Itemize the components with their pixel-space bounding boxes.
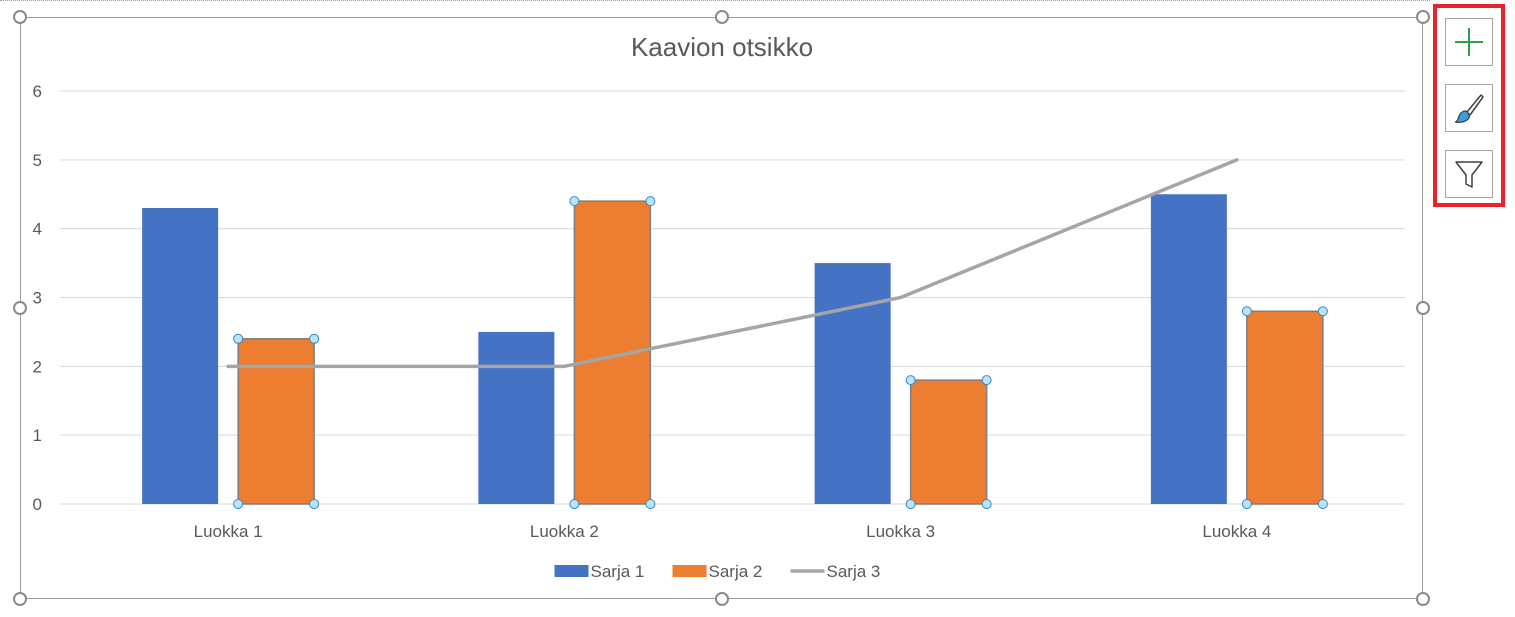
chart-styles-button[interactable] (1445, 84, 1493, 132)
selection-handle (1241, 499, 1252, 509)
legend-label-sarja-3: Sarja 3 (827, 562, 881, 581)
bar-sarja-2[interactable] (909, 379, 988, 505)
y-tick-label: 3 (33, 289, 42, 308)
resize-handle-bottom-left[interactable] (13, 592, 27, 606)
resize-handle-bottom-right[interactable] (1416, 592, 1430, 606)
selection-handle (1317, 306, 1328, 317)
resize-handle-right[interactable] (1416, 301, 1430, 315)
bar-sarja-1[interactable] (478, 331, 555, 504)
bar-sarja-1[interactable] (142, 208, 219, 504)
y-tick-label: 0 (33, 495, 42, 514)
resize-handle-top-right[interactable] (1416, 10, 1430, 24)
legend-swatch-sarja-1 (554, 565, 589, 577)
chart-filters-button[interactable] (1445, 150, 1493, 198)
chart-elements-button[interactable] (1445, 18, 1493, 66)
chart-title[interactable]: Kaavion otsikko (630, 32, 814, 62)
chart-plot: 0 1 2 3 4 5 6 Luokka 1 Luokka 2 Luokka 3 Luokka 4 S… (33, 82, 1405, 581)
bar-sarja-1[interactable] (814, 263, 891, 504)
bar-sarja-2[interactable] (237, 338, 315, 505)
line-sarja-3[interactable] (226, 158, 1239, 369)
selection-handle (1317, 499, 1328, 509)
selection-handle (981, 375, 992, 386)
selection-handle (569, 499, 580, 509)
selection-handle (1241, 306, 1252, 317)
resize-handle-top[interactable] (715, 10, 729, 24)
paintbrush-icon (1454, 94, 1484, 123)
selection-handle (309, 499, 320, 509)
resize-handle-bottom[interactable] (715, 592, 729, 606)
resize-handle-left[interactable] (13, 301, 27, 315)
x-tick-label: Luokka 3 (866, 522, 935, 541)
selection-handle (981, 499, 992, 509)
y-tick-label: 6 (33, 82, 42, 101)
selection-dotted-border (0, 0, 1430, 1)
plus-icon (1455, 28, 1483, 56)
selection-handle (645, 196, 656, 207)
y-tick-label: 2 (33, 357, 42, 376)
funnel-icon (1455, 161, 1483, 188)
selection-handle (569, 196, 580, 207)
y-tick-label: 1 (33, 426, 42, 445)
selection-handle (645, 499, 656, 509)
y-tick-label: 4 (33, 220, 42, 239)
selection-handle (233, 333, 244, 344)
selection-handle (905, 499, 916, 509)
x-tick-label: Luokka 4 (1202, 522, 1271, 541)
y-tick-label: 5 (33, 151, 42, 170)
legend-label-sarja-2: Sarja 2 (709, 562, 763, 581)
selection-handle (309, 333, 320, 344)
bar-sarja-1[interactable] (1150, 194, 1227, 504)
x-tick-label: Luokka 1 (194, 522, 263, 541)
legend-swatch-sarja-2 (672, 565, 707, 577)
resize-handle-top-left[interactable] (13, 10, 27, 24)
bar-sarja-2[interactable] (1246, 310, 1324, 505)
chart-side-toolbar (1433, 4, 1505, 207)
x-tick-label: Luokka 2 (530, 522, 599, 541)
legend-label-sarja-1: Sarja 1 (591, 562, 645, 581)
selection-handle (233, 499, 244, 509)
selection-handle (905, 375, 916, 386)
